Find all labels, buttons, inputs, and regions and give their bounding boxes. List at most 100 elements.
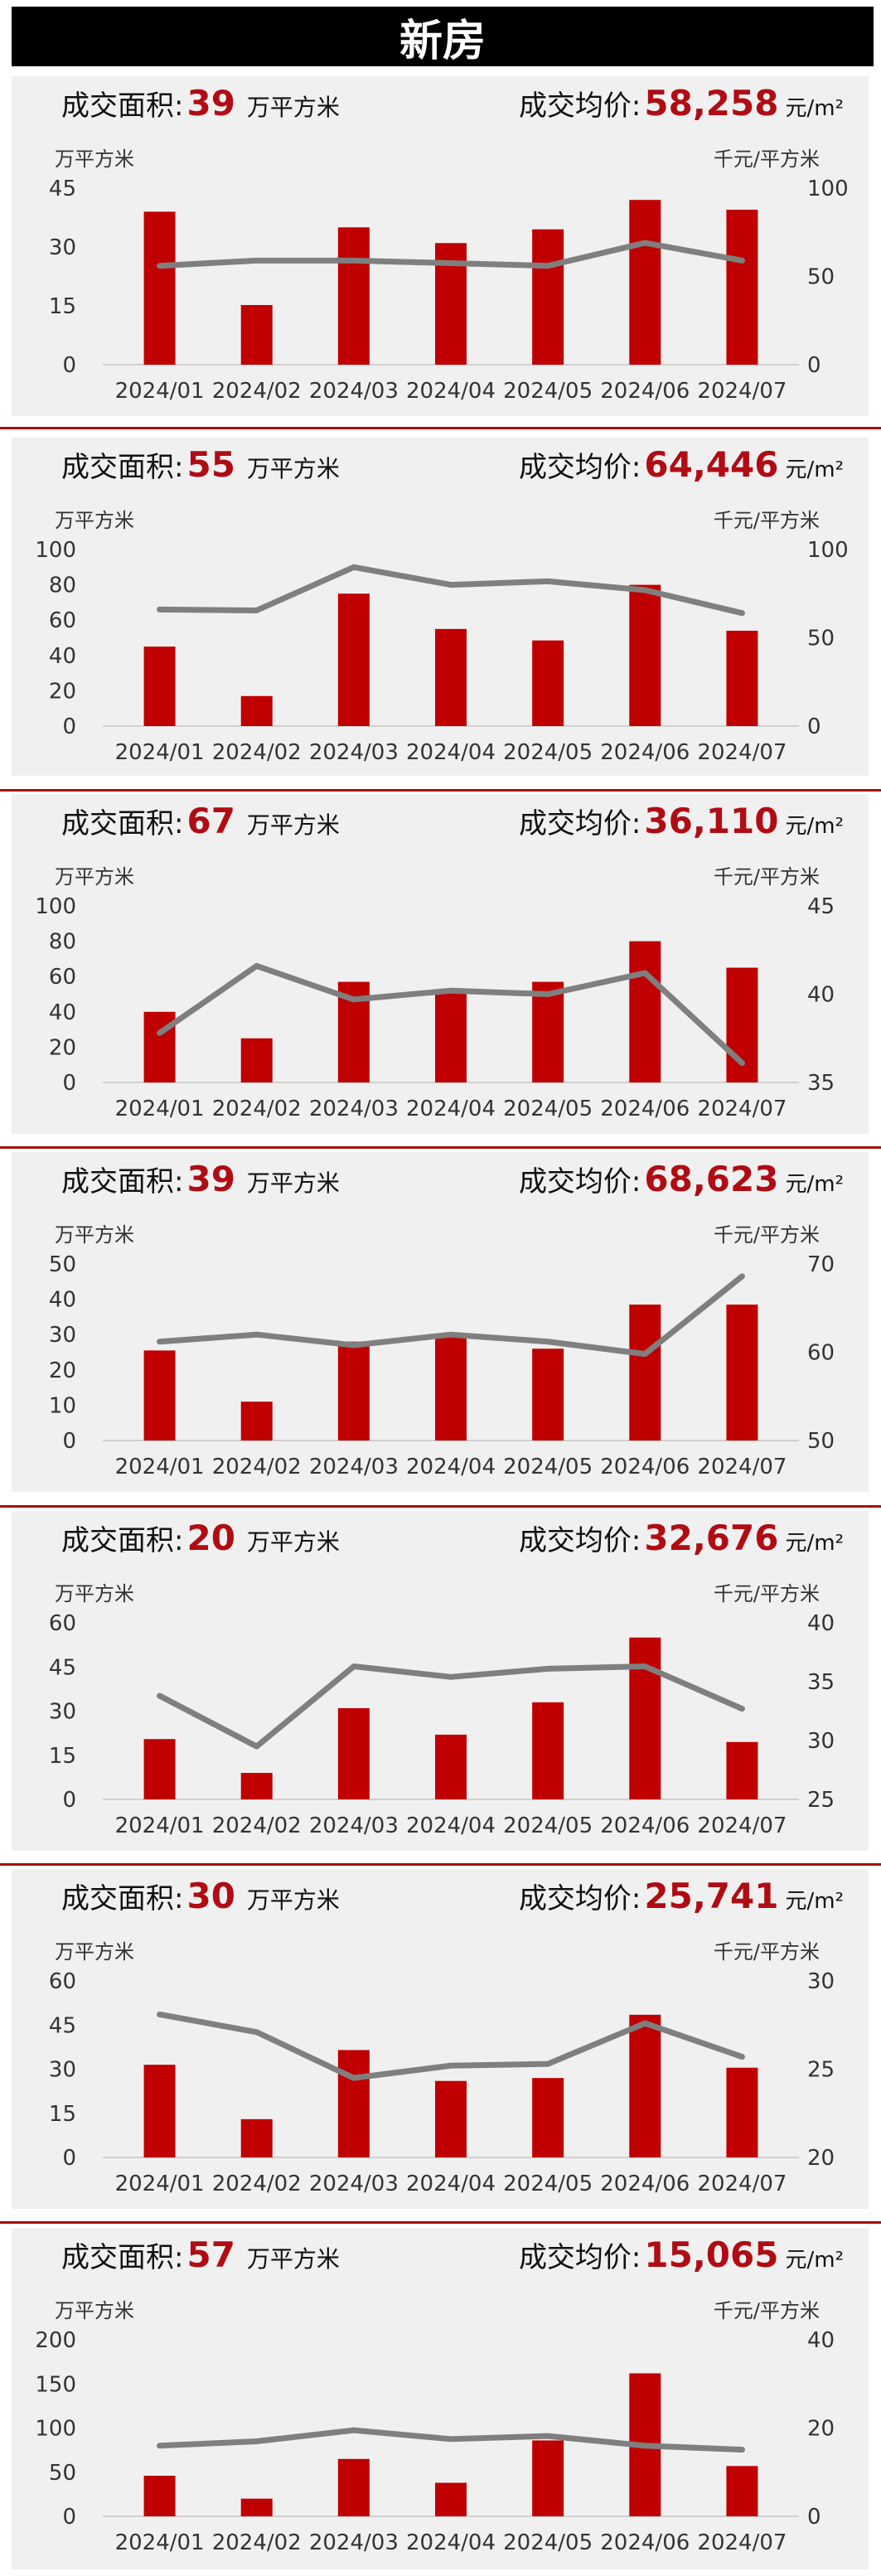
area-value: 67 bbox=[186, 801, 235, 841]
y-tick-label: 40 bbox=[49, 1000, 76, 1025]
x-tick-label: 2024/06 bbox=[600, 2172, 690, 2196]
area-bar bbox=[532, 2078, 564, 2157]
price-value: 15,065 bbox=[644, 2235, 779, 2275]
price-unit: 元/m² bbox=[785, 1531, 844, 1556]
area-label: 成交面积: bbox=[61, 1165, 184, 1198]
area-unit: 万平方米 bbox=[246, 1528, 340, 1556]
price-line bbox=[157, 2427, 745, 2453]
area-label: 成交面积: bbox=[61, 2241, 184, 2274]
area-unit: 万平方米 bbox=[246, 455, 340, 482]
area-summary: 成交面积: 30 万平方米 bbox=[61, 1876, 340, 1925]
price-line bbox=[157, 962, 745, 1067]
price-label: 成交均价: bbox=[518, 807, 641, 840]
y-tick-label: 30 bbox=[49, 1323, 76, 1348]
y2-tick-label: 0 bbox=[807, 2505, 821, 2530]
price-unit: 元/m² bbox=[785, 1172, 844, 1197]
price-unit: 元/m² bbox=[785, 814, 844, 839]
area-bar bbox=[435, 628, 467, 726]
x-tick-label: 2024/07 bbox=[697, 379, 787, 404]
area-bar bbox=[337, 227, 370, 365]
combo-chart: 万平方米 千元/平方米 0 50 100 150 200 0 20 40 2024/01 2024/0… bbox=[35, 2299, 835, 2555]
area-value: 30 bbox=[186, 1876, 235, 1916]
y2-tick-label: 70 bbox=[807, 1252, 835, 1277]
price-line bbox=[157, 1663, 745, 1750]
area-bar bbox=[726, 210, 758, 365]
area-unit: 万平方米 bbox=[246, 2245, 340, 2273]
price-value: 68,623 bbox=[644, 1159, 779, 1199]
x-tick-label: 2024/05 bbox=[503, 1455, 593, 1479]
right-axis-unit: 千元/平方米 bbox=[714, 148, 820, 171]
x-tick-label: 2024/03 bbox=[309, 2530, 399, 2555]
area-label: 成交面积: bbox=[61, 90, 184, 123]
x-tick-label: 2024/04 bbox=[406, 1097, 496, 1121]
right-axis-unit: 千元/平方米 bbox=[714, 2299, 820, 2322]
price-line bbox=[157, 564, 745, 617]
y2-tick-label: 40 bbox=[807, 2328, 835, 2353]
price-value: 32,676 bbox=[644, 1518, 779, 1558]
area-bar bbox=[532, 981, 564, 1082]
y2-tick-label: 0 bbox=[807, 714, 821, 739]
panel-separator bbox=[0, 1505, 881, 1508]
city-panel: 成交面积: 20 万平方米 成交均价: 32,676 元/m² 万平方米 千元/平方米 0 15 3… bbox=[12, 1511, 869, 1851]
area-bar bbox=[337, 2458, 370, 2516]
x-tick-label: 2024/06 bbox=[600, 2530, 690, 2555]
y-tick-label: 15 bbox=[49, 1744, 76, 1769]
area-summary: 成交面积: 39 万平方米 bbox=[61, 1159, 340, 1208]
y2-tick-label: 40 bbox=[807, 1611, 835, 1636]
area-bar bbox=[629, 1304, 661, 1441]
y-tick-label: 40 bbox=[49, 644, 76, 669]
area-bar bbox=[726, 2067, 758, 2157]
combo-chart: 万平方米 千元/平方米 0 15 30 45 60 20 25 30 2024/01 2024/02 2… bbox=[49, 1940, 835, 2196]
left-axis-unit: 万平方米 bbox=[55, 1582, 134, 1605]
area-bar bbox=[143, 2065, 176, 2157]
y-tick-label: 60 bbox=[49, 965, 76, 990]
left-axis-unit: 万平方米 bbox=[55, 509, 134, 532]
area-bar bbox=[532, 1702, 564, 1799]
x-tick-label: 2024/07 bbox=[697, 2530, 787, 2555]
price-value: 64,446 bbox=[644, 444, 779, 485]
y-tick-label: 0 bbox=[62, 1429, 76, 1454]
y-tick-label: 10 bbox=[49, 1393, 76, 1418]
area-value: 39 bbox=[186, 1159, 235, 1199]
x-tick-label: 2024/07 bbox=[697, 1813, 787, 1838]
y-tick-label: 0 bbox=[62, 2505, 76, 2530]
area-bar bbox=[240, 695, 273, 726]
area-bar bbox=[240, 2118, 273, 2157]
right-axis-unit: 千元/平方米 bbox=[714, 1940, 820, 1963]
area-bar bbox=[629, 941, 661, 1082]
area-summary: 成交面积: 39 万平方米 bbox=[61, 83, 340, 133]
x-tick-label: 2024/02 bbox=[212, 2172, 302, 2196]
y-tick-label: 50 bbox=[49, 1252, 76, 1277]
area-bar bbox=[726, 1304, 758, 1441]
x-tick-label: 2024/02 bbox=[212, 740, 302, 765]
combo-chart: 万平方米 千元/平方米 0 15 30 45 0 50 100 2024/01 2024/02 202… bbox=[49, 148, 849, 404]
y-tick-label: 30 bbox=[49, 1700, 76, 1725]
price-label: 成交均价: bbox=[518, 1882, 641, 1915]
x-tick-label: 2024/04 bbox=[406, 379, 496, 404]
area-bar bbox=[532, 640, 564, 726]
x-tick-label: 2024/04 bbox=[406, 2530, 496, 2555]
price-summary: 成交均价: 25,741 元/m² bbox=[519, 1876, 844, 1925]
x-tick-label: 2024/01 bbox=[115, 1097, 205, 1121]
city-panel: 成交面积: 57 万平方米 成交均价: 15,065 元/m² 万平方米 千元/平方米 0 50 1… bbox=[12, 2228, 869, 2569]
y2-tick-label: 20 bbox=[807, 2417, 835, 2442]
x-tick-label: 2024/06 bbox=[600, 1813, 690, 1838]
y-tick-label: 20 bbox=[49, 1358, 76, 1383]
price-summary: 成交均价: 32,676 元/m² bbox=[519, 1518, 844, 1567]
area-bar bbox=[629, 2014, 661, 2157]
price-label: 成交均价: bbox=[518, 90, 641, 123]
area-bar bbox=[435, 1336, 467, 1441]
y-tick-label: 20 bbox=[49, 679, 76, 704]
y-tick-label: 50 bbox=[49, 2461, 76, 2486]
y-tick-label: 30 bbox=[49, 2058, 76, 2083]
panel-separator bbox=[0, 1146, 881, 1149]
combo-chart: 万平方米 千元/平方米 0 10 20 30 40 50 50 60 70 2024/01 2024/0… bbox=[49, 1223, 835, 1479]
x-tick-label: 2024/01 bbox=[115, 2172, 205, 2196]
area-unit: 万平方米 bbox=[246, 1169, 340, 1197]
x-tick-label: 2024/04 bbox=[406, 1813, 496, 1838]
x-tick-label: 2024/05 bbox=[503, 1097, 593, 1121]
y2-tick-label: 60 bbox=[807, 1341, 835, 1366]
x-tick-label: 2024/03 bbox=[309, 740, 399, 765]
price-summary: 成交均价: 36,110 元/m² bbox=[519, 801, 844, 850]
price-value: 36,110 bbox=[644, 801, 779, 841]
